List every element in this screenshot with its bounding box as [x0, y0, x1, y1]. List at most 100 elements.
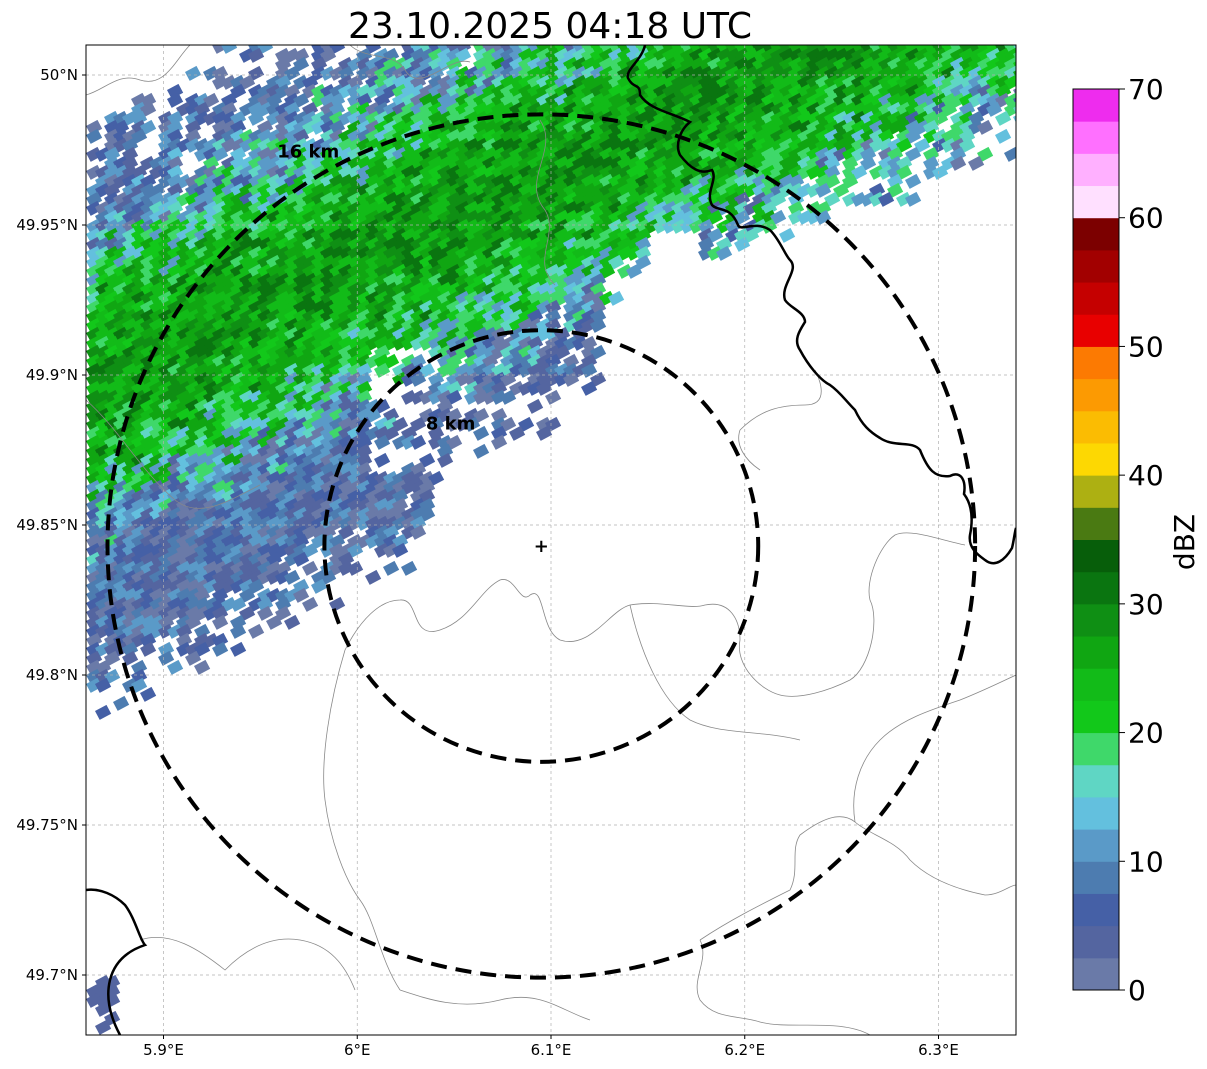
echo-cell	[464, 173, 481, 189]
echo-cell	[139, 686, 157, 702]
echo-cell	[347, 515, 364, 531]
echo-cell	[635, 236, 652, 252]
echo-cell	[851, 101, 868, 117]
echo-cell	[221, 443, 238, 459]
echo-cell	[815, 83, 832, 99]
echo-cell	[895, 191, 913, 207]
echo-cell	[139, 488, 157, 504]
echo-cell	[689, 47, 706, 63]
echo-cell	[266, 407, 283, 423]
echo-cell	[941, 137, 958, 153]
echo-cell	[211, 362, 229, 378]
echo-cell	[383, 218, 400, 234]
echo-cell	[562, 263, 580, 279]
echo-cell	[121, 299, 139, 315]
echo-cell	[374, 227, 391, 243]
echo-cell	[230, 452, 247, 468]
echo-cell	[167, 110, 184, 126]
echo-cell	[392, 200, 409, 216]
echo-cell	[608, 290, 625, 306]
echo-cell	[176, 479, 193, 495]
echo-cell	[239, 74, 256, 90]
echo-cell	[230, 299, 247, 315]
echo-cell	[994, 74, 1012, 90]
echo-cell	[193, 272, 211, 288]
echo-cell	[671, 92, 688, 108]
echo-cell	[248, 182, 265, 198]
echo-cell	[320, 371, 337, 387]
echo-cell	[509, 83, 526, 99]
echo-cell	[760, 110, 778, 126]
echo-cell	[932, 164, 949, 180]
echo-cell	[167, 425, 184, 441]
echo-cell	[419, 254, 436, 270]
echo-cell	[328, 65, 346, 81]
echo-cell	[797, 65, 814, 81]
colorbar-segment	[1073, 410, 1119, 444]
echo-cell	[535, 344, 553, 360]
echo-cell	[482, 146, 499, 162]
echo-cell	[166, 470, 184, 486]
echo-cell	[428, 389, 445, 405]
echo-cell	[158, 425, 175, 441]
echo-cell	[653, 200, 670, 216]
echo-cell	[266, 425, 283, 441]
echo-cell	[302, 416, 319, 432]
echo-cell	[581, 299, 598, 315]
map-title: 23.10.2025 04:18 UTC	[348, 6, 752, 47]
echo-cell	[355, 209, 373, 225]
echo-cell	[419, 200, 436, 216]
echo-cell	[428, 173, 445, 189]
echo-cell	[347, 182, 364, 198]
echo-cell	[266, 209, 283, 225]
echo-cell	[850, 47, 868, 63]
echo-cell	[671, 191, 688, 207]
echo-cell	[347, 353, 364, 369]
echo-cell	[481, 173, 499, 189]
echo-cell	[275, 272, 292, 288]
echo-cell	[527, 398, 544, 414]
echo-cell	[121, 290, 139, 306]
echo-cell	[275, 263, 292, 279]
echo-cell	[311, 236, 328, 252]
echo-cell	[238, 209, 256, 225]
echo-cell	[311, 137, 328, 153]
echo-cell	[121, 434, 139, 450]
echo-cell	[464, 146, 481, 162]
echo-cell	[491, 200, 508, 216]
echo-cell	[698, 236, 715, 252]
echo-cell	[194, 524, 211, 540]
y-axis: 50°N49.95°N49.9°N49.85°N49.8°N49.75°N49.…	[16, 66, 86, 984]
echo-cell	[410, 74, 427, 90]
echo-cell	[545, 245, 562, 261]
echo-cell	[400, 362, 418, 378]
echo-cell	[437, 155, 454, 171]
echo-cell	[139, 92, 157, 108]
echo-cell	[221, 209, 238, 225]
echo-cell	[121, 128, 139, 144]
echo-cell	[446, 146, 463, 162]
echo-cell	[175, 524, 193, 540]
echo-cell	[149, 587, 166, 603]
echo-cell	[175, 434, 193, 450]
echo-cell	[392, 335, 409, 351]
echo-cell	[742, 128, 760, 144]
echo-cell	[247, 380, 265, 396]
echo-cell	[86, 326, 103, 342]
echo-cell	[329, 452, 346, 468]
echo-cell	[355, 245, 373, 261]
echo-cell	[86, 182, 103, 198]
echo-cell	[166, 533, 184, 549]
echo-cell	[284, 335, 301, 351]
echo-cell	[545, 362, 562, 378]
echo-cell	[293, 407, 310, 423]
echo-cell	[194, 371, 211, 387]
echo-cell	[374, 182, 391, 198]
echo-cell	[202, 209, 220, 225]
echo-cell	[257, 83, 274, 99]
echo-cell	[283, 272, 301, 288]
echo-cell	[509, 74, 526, 90]
echo-cell	[238, 461, 256, 477]
echo-cell	[464, 128, 481, 144]
